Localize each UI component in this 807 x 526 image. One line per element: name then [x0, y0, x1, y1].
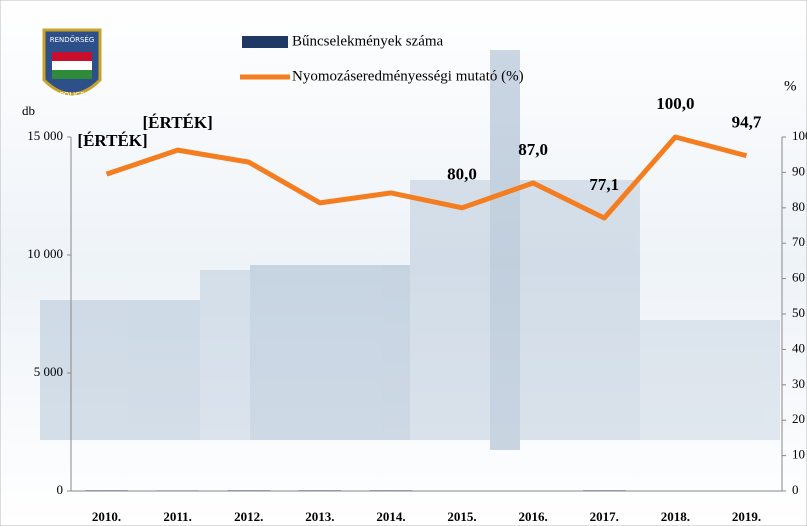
x-tick-label: 2017.: [590, 509, 619, 524]
x-tick-label: 2015.: [447, 509, 476, 524]
y-tick-label: 15 000: [27, 128, 63, 143]
legend-label: Bűncselekmények száma: [292, 33, 444, 49]
y-tick-label: 10 000: [27, 246, 63, 261]
y2-tick-label: 90: [792, 163, 805, 178]
y-axis-label: db: [22, 103, 35, 118]
x-tick-label: 2011.: [163, 509, 192, 524]
data-label: [ÉRTÉK]: [143, 113, 213, 132]
x-tick-label: 2013.: [305, 509, 334, 524]
logo-text: POLICE: [59, 91, 84, 99]
y2-tick-label: 0: [792, 482, 799, 497]
y2-tick-label: 80: [792, 199, 805, 214]
logo-text: RENDŐRSÉG: [50, 35, 95, 44]
data-label: 100,0: [656, 94, 694, 113]
y2-tick-label: 40: [792, 340, 805, 355]
x-tick-label: 2010.: [92, 509, 121, 524]
y-tick-label: 0: [57, 482, 64, 497]
legend-label: Nyomozáseredményességi mutató (%): [292, 68, 524, 84]
y-tick-label: 5 000: [34, 364, 63, 379]
legend-swatch: [242, 36, 288, 48]
y2-tick-label: 20: [792, 411, 805, 426]
y2-axis-label: %: [784, 78, 797, 94]
logo: RENDŐRSÉG POLICE: [44, 30, 100, 99]
x-tick-label: 2018.: [661, 509, 690, 524]
x-tick-label: 2014.: [376, 509, 405, 524]
y2-tick-label: 30: [792, 376, 805, 391]
data-label: 77,1: [589, 175, 619, 194]
x-tick-label: 2012.: [234, 509, 263, 524]
y2-tick-label: 70: [792, 234, 805, 249]
data-label: 87,0: [518, 140, 548, 159]
chart: RENDŐRSÉG POLICE db % 0 5 000 10 000 15 000…: [0, 0, 807, 526]
y2-tick-label: 60: [792, 270, 805, 285]
y2-tick-label: 50: [792, 305, 805, 320]
data-label: 80,0: [447, 165, 477, 184]
x-tick-label: 2019.: [732, 509, 761, 524]
data-label: [ÉRTÉK]: [77, 131, 147, 150]
x-tick-label: 2016.: [519, 509, 548, 524]
data-label: 94,7: [732, 113, 762, 132]
y2-tick-label: 10: [792, 447, 805, 462]
y2-tick-label: 100: [792, 128, 807, 143]
